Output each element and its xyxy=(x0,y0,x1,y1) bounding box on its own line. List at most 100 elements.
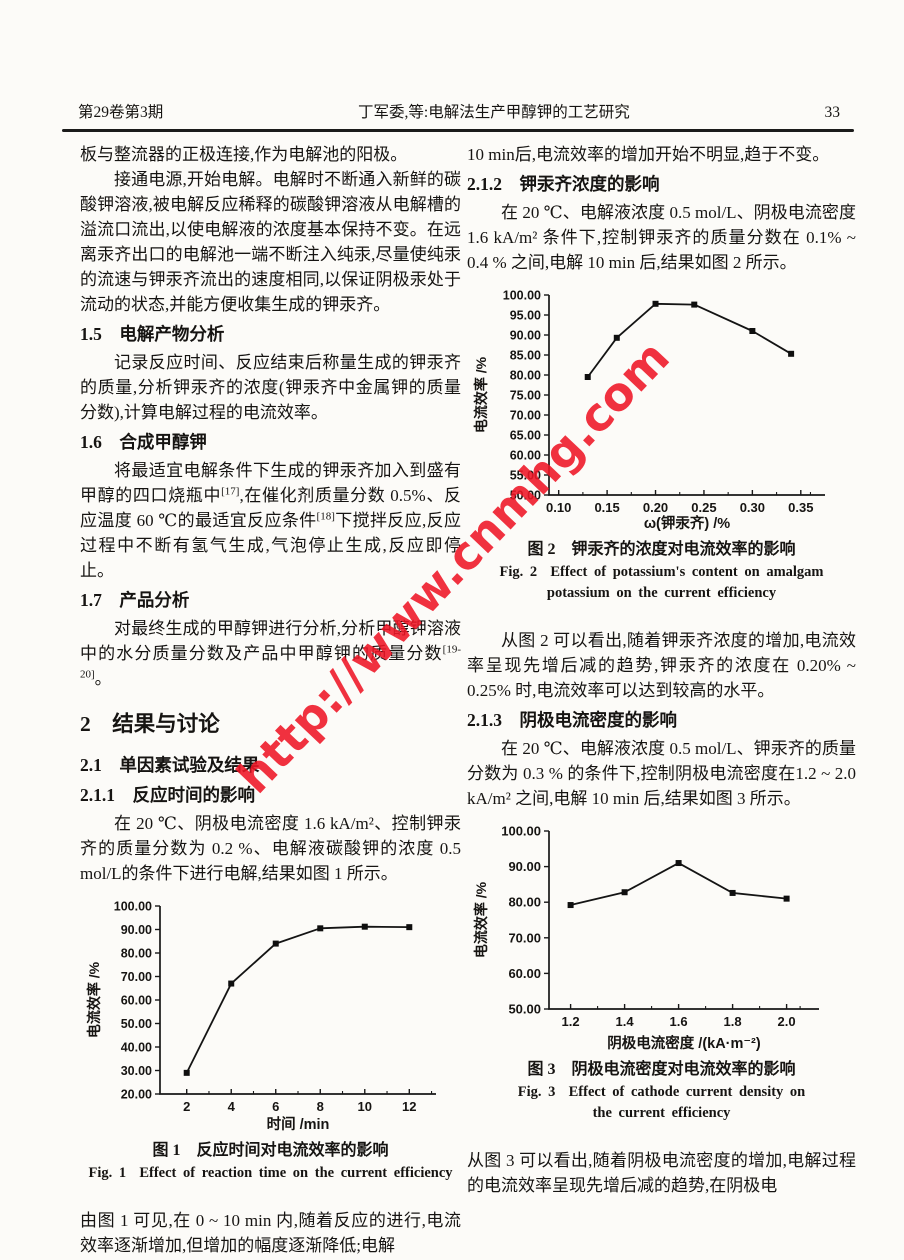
svg-text:0.25: 0.25 xyxy=(691,500,716,515)
svg-text:70.00: 70.00 xyxy=(121,970,152,984)
figure-3-caption: 图 3 阴极电流密度对电流效率的影响 Fig. 3 Effect of cath… xyxy=(467,1057,856,1124)
svg-text:1.4: 1.4 xyxy=(616,1014,635,1029)
paragraph: 从图 2 可以看出,随着钾汞齐浓度的增加,电流效率呈现先增后减的趋势,钾汞齐的浓… xyxy=(467,631,856,700)
svg-text:60.00: 60.00 xyxy=(121,994,152,1008)
svg-text:时间 /min: 时间 /min xyxy=(267,1115,330,1133)
page-number: 33 xyxy=(824,104,841,121)
paragraph-segment: 下搅拌反应,反应过程中不断有氢气生成,气泡停止生成,反应即停止。 xyxy=(80,511,461,580)
paragraph-segment: ,在催化剂质量分数 0.5%、反应温度 60 ℃的最适宜反应条件 xyxy=(80,486,461,530)
left-column: 板与整流器的正极连接,作为电解池的阳极。 接通电源,开始电解。电解时不断通入新鲜… xyxy=(80,142,461,1258)
paragraph-segment: 。 xyxy=(94,669,112,688)
svg-text:75.00: 75.00 xyxy=(510,389,541,403)
svg-text:85.00: 85.00 xyxy=(510,349,541,363)
svg-text:65.00: 65.00 xyxy=(510,429,541,443)
figure-1-caption: 图 1 反应时间对电流效率的影响 Fig. 1 Effect of reacti… xyxy=(80,1138,461,1184)
svg-text:20.00: 20.00 xyxy=(121,1088,152,1102)
svg-text:电流效率 /%: 电流效率 /% xyxy=(473,881,489,958)
svg-text:1.6: 1.6 xyxy=(670,1014,688,1029)
svg-text:80.00: 80.00 xyxy=(510,369,541,383)
section-heading-1-6: 1.6 合成甲醇钾 xyxy=(80,432,207,452)
svg-text:1.8: 1.8 xyxy=(724,1014,742,1029)
paragraph: 在 20 ℃、电解液浓度 0.5 mol/L、钾汞齐的质量分数为 0.3 % 的… xyxy=(467,739,856,808)
paragraph: 记录反应时间、反应结束后称量生成的钾汞齐的质量,分析钾汞齐的浓度(钾汞齐中金属钾… xyxy=(80,353,461,422)
svg-text:电流效率 /%: 电流效率 /% xyxy=(86,961,102,1038)
svg-text:60.00: 60.00 xyxy=(508,966,541,981)
svg-text:50.00: 50.00 xyxy=(121,1017,152,1031)
section-heading-2-1: 2.1 单因素试验及结果 xyxy=(80,755,260,775)
svg-text:电流效率 /%: 电流效率 /% xyxy=(473,356,489,433)
reference-superscript: [17] xyxy=(221,485,240,498)
paragraph: 接通电源,开始电解。电解时不断通入新鲜的碳酸钾溶液,被电解反应稀释的碳酸钾溶液从… xyxy=(80,170,461,314)
svg-text:0.30: 0.30 xyxy=(740,500,765,515)
section-heading-2-1-3: 2.1.3 阴极电流密度的影响 xyxy=(467,710,677,730)
svg-text:90.00: 90.00 xyxy=(510,329,541,343)
svg-text:4: 4 xyxy=(228,1099,236,1114)
paragraph: 由图 1 可见,在 0 ~ 10 min 内,随着反应的进行,电流效率逐渐增加,… xyxy=(80,1211,461,1255)
reference-superscript: [18] xyxy=(316,510,335,523)
figure-1: 20.00 30.00 40.00 50.00 60.00 70.00 80.00 90.00… xyxy=(80,894,461,1184)
svg-text:0.20: 0.20 xyxy=(643,500,668,515)
figure-1-line-chart: 20.00 30.00 40.00 50.00 60.00 70.00 80.00 90.00… xyxy=(86,894,461,1136)
svg-text:1.2: 1.2 xyxy=(562,1014,580,1029)
figure-2-line-chart: 50.00 55.00 60.00 65.00 70.00 75.00 80.00 85.00… xyxy=(473,283,856,535)
journal-issue: 第29卷第3期 xyxy=(78,104,164,121)
figure-caption-en: Fig. 3 Effect of cathode current density… xyxy=(517,1084,806,1100)
svg-text:6: 6 xyxy=(272,1099,279,1114)
svg-text:55.00: 55.00 xyxy=(510,469,541,483)
paragraph: 将最适宜电解条件下生成的钾汞齐加入到盛有甲醇的四口烧瓶中[17],在催化剂质量分… xyxy=(80,458,461,583)
svg-text:80.00: 80.00 xyxy=(508,895,541,910)
paragraph: 10 min后,电流效率的增加开始不明显,趋于不变。 xyxy=(467,145,830,164)
svg-text:95.00: 95.00 xyxy=(510,309,541,323)
paragraph: 在 20 ℃、阴极电流密度 1.6 kA/m²、控制钾汞齐的质量分数为 0.2 … xyxy=(80,814,461,883)
svg-text:0.35: 0.35 xyxy=(788,500,813,515)
paragraph: 板与整流器的正极连接,作为电解池的阳极。 xyxy=(80,145,408,164)
figure-2: 50.00 55.00 60.00 65.00 70.00 75.00 80.00 85.00… xyxy=(467,283,856,604)
svg-text:8: 8 xyxy=(317,1099,324,1114)
figure-3-line-chart: 50.00 60.00 70.00 80.00 90.00 100.00 1.2 1.4 1.6… xyxy=(473,819,856,1055)
svg-text:100.00: 100.00 xyxy=(501,824,541,839)
figure-2-caption: 图 2 钾汞齐的浓度对电流效率的影响 Fig. 2 Effect of pota… xyxy=(467,537,856,604)
figure-caption-en: Fig. 1 Effect of reaction time on the cu… xyxy=(88,1165,453,1181)
paragraph: 在 20 ℃、电解液浓度 0.5 mol/L、阴极电流密度 1.6 kA/m² … xyxy=(467,203,856,272)
section-heading-1-7: 1.7 产品分析 xyxy=(80,590,190,610)
page-header: 第29卷第3期 丁军委,等:电解法生产甲醇钾的工艺研究 33 xyxy=(78,100,840,122)
section-heading-2: 2 结果与讨论 xyxy=(80,712,220,736)
svg-text:2: 2 xyxy=(183,1099,190,1114)
right-column: 10 min后,电流效率的增加开始不明显,趋于不变。 2.1.2 钾汞齐浓度的影… xyxy=(467,142,856,1198)
paragraph: 从图 3 可以看出,随着阴极电流密度的增加,电解过程的电流效率呈现先增后减的趋势… xyxy=(467,1151,856,1195)
figure-caption-en: the current efficiency xyxy=(592,1105,731,1121)
reference-superscript: [19-20] xyxy=(80,643,461,681)
svg-text:100.00: 100.00 xyxy=(114,900,152,914)
svg-text:0.15: 0.15 xyxy=(594,500,619,515)
svg-text:100.00: 100.00 xyxy=(503,289,541,303)
figure-3: 50.00 60.00 70.00 80.00 90.00 100.00 1.2 1.4 1.6… xyxy=(467,819,856,1124)
section-heading-2-1-1: 2.1.1 反应时间的影响 xyxy=(80,785,255,805)
figure-caption-cn: 图 1 反应时间对电流效率的影响 xyxy=(152,1142,389,1159)
paragraph-segment: 将最适宜电解条件下生成的钾汞齐加入到盛有甲醇的四口烧瓶中 xyxy=(80,461,461,505)
section-heading-1-5: 1.5 电解产物分析 xyxy=(80,324,225,344)
svg-text:90.00: 90.00 xyxy=(121,923,152,937)
svg-text:50.00: 50.00 xyxy=(508,1002,541,1017)
figure-caption-cn: 图 2 钾汞齐的浓度对电流效率的影响 xyxy=(527,541,796,558)
figure-caption-en: Fig. 2 Effect of potassium's content on … xyxy=(499,564,824,580)
svg-text:90.00: 90.00 xyxy=(508,859,541,874)
svg-text:阴极电流密度 /(kA·m⁻²): 阴极电流密度 /(kA·m⁻²) xyxy=(607,1034,761,1052)
svg-text:2.0: 2.0 xyxy=(778,1014,796,1029)
paragraph: 对最终生成的甲醇钾进行分析,分析甲醇钾溶液中的水分质量分数及产品中甲醇钾的质量分… xyxy=(80,616,461,691)
svg-text:ω(钾汞齐) /%: ω(钾汞齐) /% xyxy=(644,514,730,532)
svg-text:0.10: 0.10 xyxy=(546,500,571,515)
running-title: 丁军委,等:电解法生产甲醇钾的工艺研究 xyxy=(358,104,630,121)
paragraph-segment: 对最终生成的甲醇钾进行分析,分析甲醇钾溶液中的水分质量分数及产品中甲醇钾的质量分… xyxy=(80,619,461,663)
section-heading-2-1-2: 2.1.2 钾汞齐浓度的影响 xyxy=(467,174,660,194)
svg-text:40.00: 40.00 xyxy=(121,1041,152,1055)
figure-caption-en: potassium on the current efficiency xyxy=(546,585,777,601)
svg-text:70.00: 70.00 xyxy=(508,930,541,945)
svg-text:60.00: 60.00 xyxy=(510,449,541,463)
header-rule xyxy=(62,129,854,132)
svg-text:30.00: 30.00 xyxy=(121,1064,152,1078)
svg-text:12: 12 xyxy=(402,1099,416,1114)
figure-caption-cn: 图 3 阴极电流密度对电流效率的影响 xyxy=(527,1061,796,1078)
svg-text:80.00: 80.00 xyxy=(121,947,152,961)
svg-text:70.00: 70.00 xyxy=(510,409,541,423)
svg-text:10: 10 xyxy=(358,1099,372,1114)
